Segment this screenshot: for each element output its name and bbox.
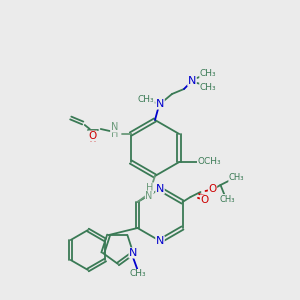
Text: CH₃: CH₃ [200, 82, 216, 91]
Text: CH₃: CH₃ [138, 94, 154, 103]
Text: H: H [146, 183, 154, 193]
Text: N: N [129, 248, 137, 258]
Text: N: N [156, 184, 164, 194]
Text: N: N [156, 236, 164, 246]
Text: CH₃: CH₃ [220, 194, 235, 203]
Text: OCH₃: OCH₃ [197, 158, 221, 166]
Text: O: O [208, 184, 217, 194]
Text: CH₃: CH₃ [130, 269, 146, 278]
Text: O: O [88, 131, 97, 141]
Text: N: N [156, 99, 164, 109]
Text: H: H [111, 129, 118, 139]
Text: N: N [145, 191, 153, 201]
Text: N: N [111, 122, 118, 132]
Text: CH₃: CH₃ [229, 173, 244, 182]
Text: O: O [200, 195, 208, 205]
Text: CH₃: CH₃ [200, 68, 216, 77]
Text: N: N [188, 76, 196, 86]
